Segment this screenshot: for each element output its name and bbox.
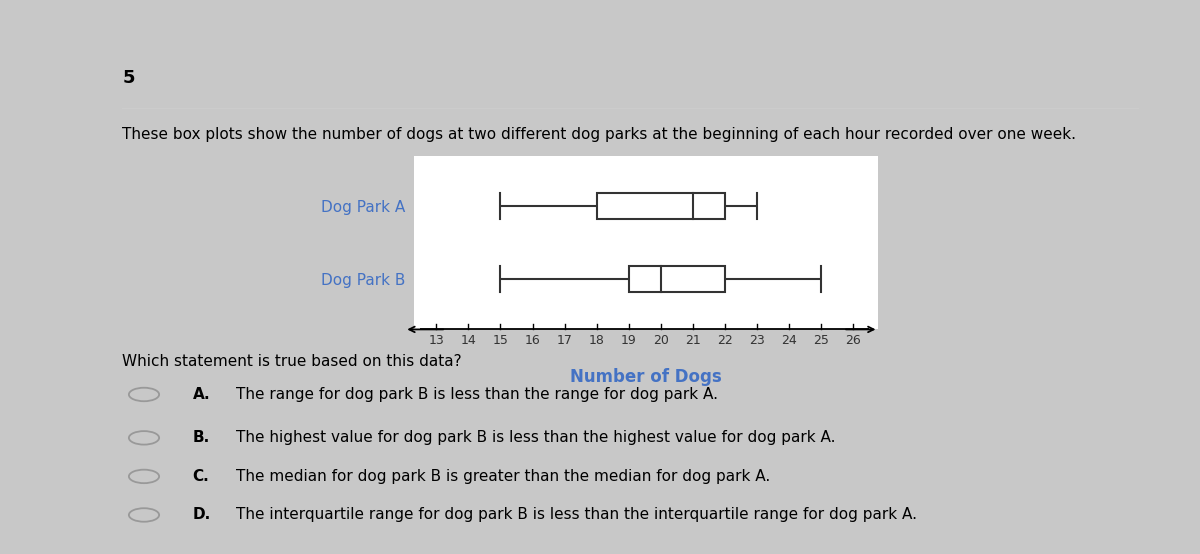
Text: D.: D.: [192, 507, 211, 522]
Text: The highest value for dog park B is less than the highest value for dog park A.: The highest value for dog park B is less…: [236, 430, 835, 445]
Text: The interquartile range for dog park B is less than the interquartile range for : The interquartile range for dog park B i…: [236, 507, 917, 522]
Text: B.: B.: [192, 430, 210, 445]
Text: The range for dog park B is less than the range for dog park A.: The range for dog park B is less than th…: [236, 387, 718, 402]
Text: Number of Dogs: Number of Dogs: [570, 368, 722, 386]
Text: 5: 5: [122, 69, 134, 87]
Bar: [629, 266, 725, 292]
Bar: [596, 193, 725, 219]
Text: C.: C.: [192, 469, 209, 484]
Text: Which statement is true based on this data?: Which statement is true based on this da…: [122, 353, 462, 368]
Text: The median for dog park B is greater than the median for dog park A.: The median for dog park B is greater tha…: [236, 469, 770, 484]
Text: These box plots show the number of dogs at two different dog parks at the beginn: These box plots show the number of dogs …: [122, 127, 1076, 142]
Text: A.: A.: [192, 387, 210, 402]
